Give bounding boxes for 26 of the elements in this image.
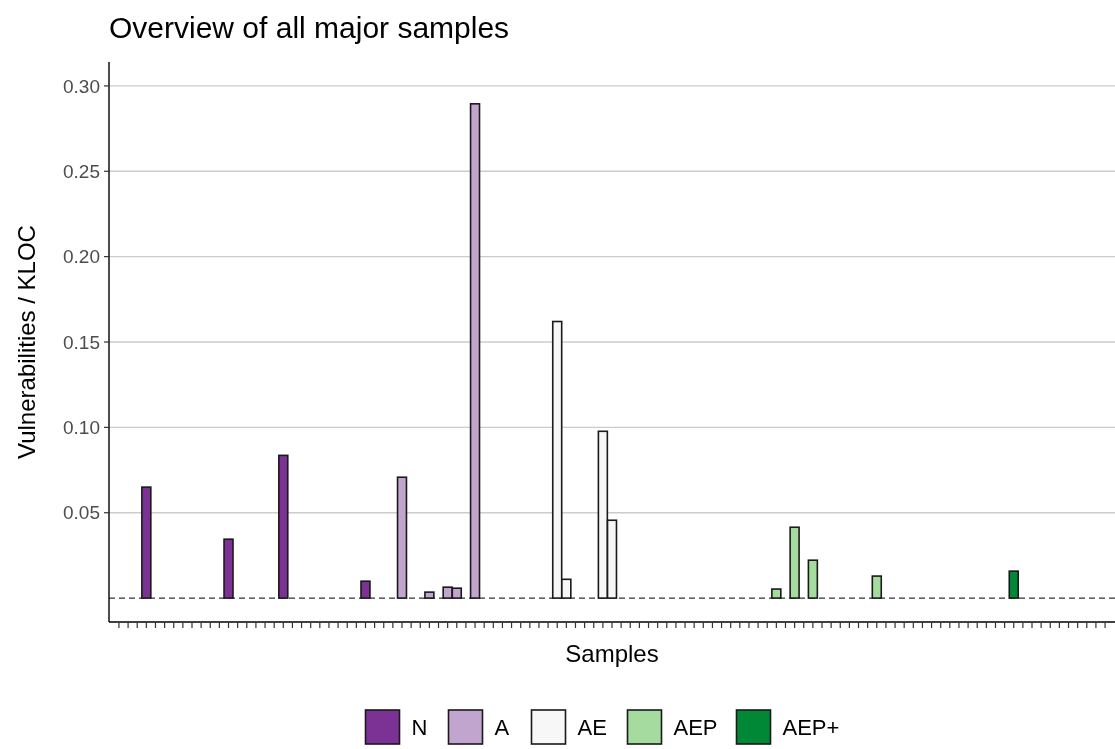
y-tick-label: 0.15 <box>63 331 100 353</box>
bar <box>278 454 289 599</box>
legend-label: N <box>411 714 428 740</box>
chart-title: Overview of all major samples <box>109 11 510 44</box>
legend-label: AEP <box>673 714 718 740</box>
bar <box>360 580 371 599</box>
bar <box>771 588 782 599</box>
bar <box>396 476 408 599</box>
y-tick-label: 0.20 <box>63 246 100 268</box>
bar <box>223 538 234 599</box>
legend-label: AE <box>577 714 607 740</box>
y-tick-label: 0.25 <box>63 160 100 182</box>
bar <box>424 591 435 599</box>
y-tick-label: 0.10 <box>63 417 100 439</box>
x-axis-title: Samples <box>565 640 659 667</box>
bar <box>1008 570 1020 599</box>
legend-label: A <box>494 714 510 740</box>
legend-label: AEP+ <box>782 714 840 740</box>
bar <box>871 575 883 599</box>
bar <box>141 486 152 599</box>
y-tick-label: 0.30 <box>63 75 100 97</box>
y-tick-label: 0.05 <box>63 502 100 524</box>
bar <box>807 559 819 599</box>
bar <box>469 103 481 599</box>
y-axis-title: Vulnerabilities / KLOC <box>13 225 40 459</box>
bar <box>789 526 800 599</box>
